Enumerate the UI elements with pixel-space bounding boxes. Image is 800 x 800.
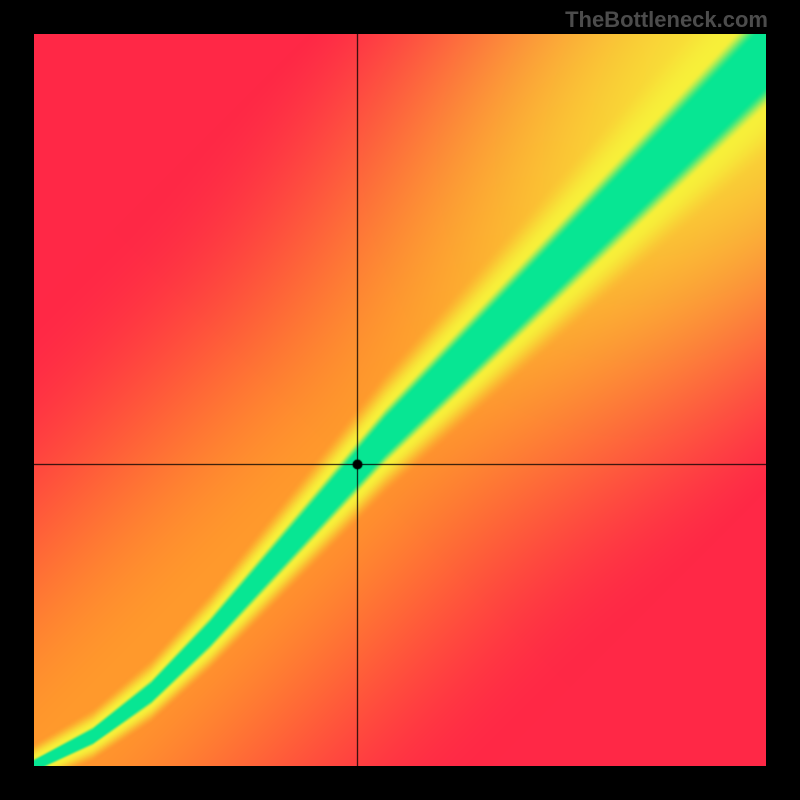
chart-container: TheBottleneck.com: [0, 0, 800, 800]
plot-area: [34, 34, 766, 766]
heatmap-canvas: [34, 34, 766, 766]
watermark-label: TheBottleneck.com: [565, 7, 768, 33]
